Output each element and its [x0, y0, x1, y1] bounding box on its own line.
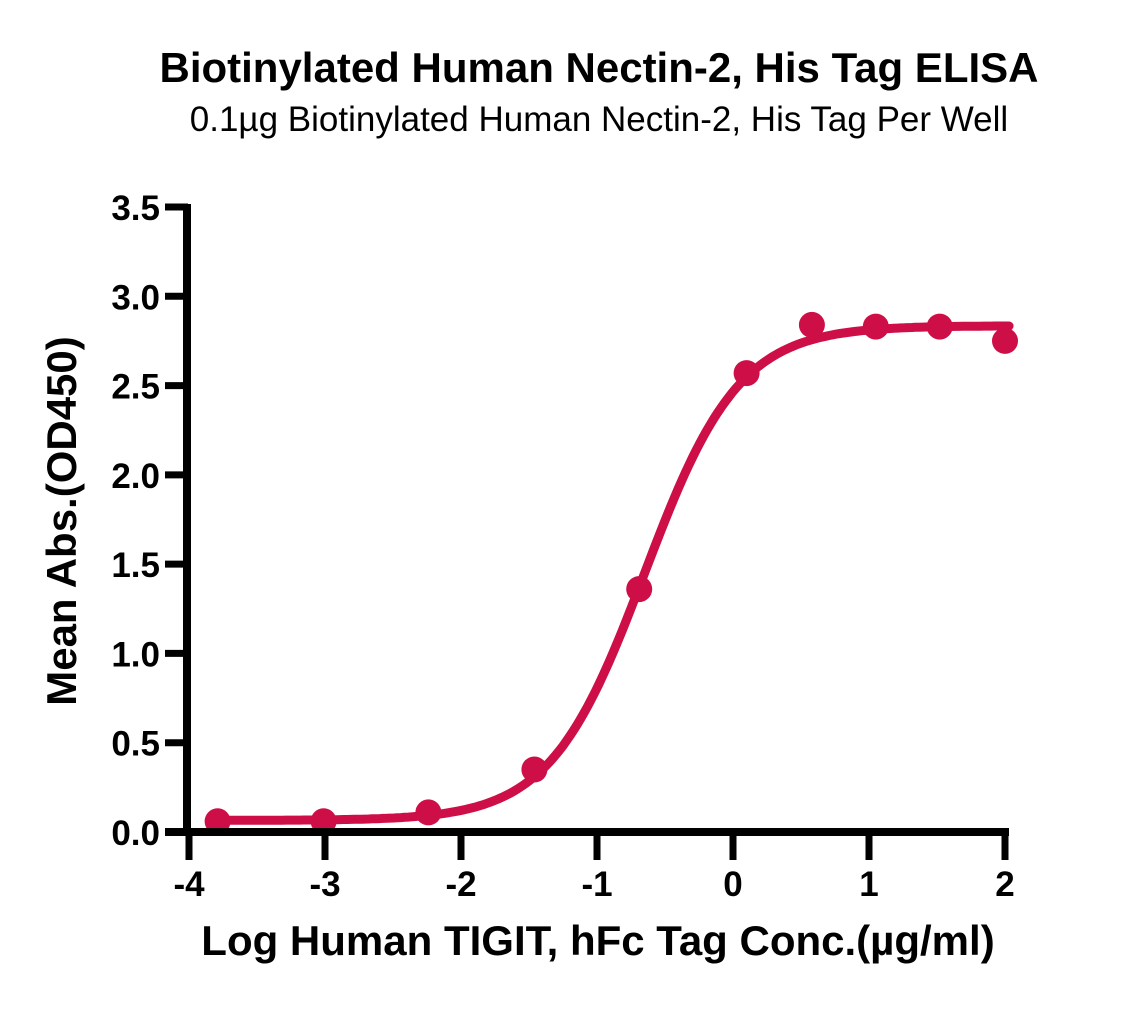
y-tick-label: 0.5	[111, 725, 160, 764]
data-point	[310, 808, 337, 835]
data-point	[521, 756, 548, 783]
x-tick-label: -4	[173, 865, 205, 904]
chart-subtitle: 0.1µg Biotinylated Human Nectin-2, His T…	[190, 100, 1008, 139]
data-point	[733, 360, 760, 387]
axes-layer: -4 -3 -2 -1 0 1 2 0.0 0.5 1.0 1.5 2.0 2.5 3.0 3.5	[111, 189, 1014, 904]
data-point	[926, 313, 953, 340]
x-tick-label: 1	[859, 865, 878, 904]
y-tick-label: 2.5	[111, 368, 160, 407]
fit-curve	[213, 321, 1014, 825]
y-tick-label: 3.0	[111, 278, 160, 317]
data-point	[415, 799, 442, 826]
y-tick-label: 2.0	[111, 457, 160, 496]
data-point	[626, 576, 653, 603]
y-tick-label: 1.0	[111, 635, 160, 674]
y-tick-label: 3.5	[111, 189, 160, 228]
data-point	[862, 313, 889, 340]
y-tick-label: 0.0	[111, 814, 160, 853]
x-axis-title: Log Human TIGIT, hFc Tag Conc.(µg/ml)	[201, 917, 994, 964]
x-tick-label: -2	[445, 865, 476, 904]
y-tick-label: 1.5	[111, 546, 160, 585]
x-tick-label: 2	[995, 865, 1014, 904]
series-layer	[204, 311, 1018, 835]
y-axis-title: Mean Abs.(OD450)	[38, 336, 85, 706]
x-tick-label: -3	[309, 865, 340, 904]
x-tick-label: -1	[581, 865, 612, 904]
data-point	[992, 327, 1018, 354]
chart-title: Biotinylated Human Nectin-2, His Tag ELI…	[159, 44, 1038, 91]
data-point	[204, 808, 231, 835]
x-tick-label: 0	[723, 865, 742, 904]
data-point	[798, 311, 825, 338]
